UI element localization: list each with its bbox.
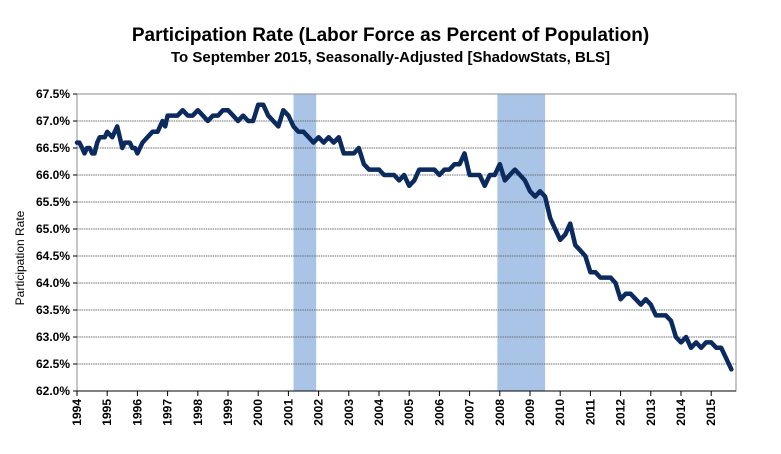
x-tick-label: 2008: [493, 399, 507, 426]
y-tick-label: 67.5%: [36, 87, 70, 101]
x-tick-label: 2011: [583, 399, 597, 425]
x-tick-label: 1999: [221, 399, 235, 426]
x-tick-label: 2015: [704, 399, 718, 426]
x-tick-label: 2010: [553, 399, 567, 426]
y-tick-label: 63.0%: [36, 330, 70, 344]
x-tick-label: 1994: [70, 399, 84, 426]
y-tick-label: 66.5%: [36, 141, 70, 155]
x-tick-label: 2003: [342, 399, 356, 426]
x-tick-label: 2009: [523, 399, 537, 426]
x-tick-label: 2005: [402, 399, 416, 426]
x-tick-label: 2002: [312, 399, 326, 426]
plot-frame: [76, 93, 737, 392]
x-tick-label: 1997: [161, 399, 175, 426]
x-tick-label: 2001: [281, 399, 295, 426]
x-tick-label: 2012: [614, 399, 628, 426]
recession-shading-group: [293, 94, 546, 391]
chart-subtitle: To September 2015, Seasonally-Adjusted […: [171, 49, 610, 66]
chart-title: Participation Rate (Labor Force as Perce…: [131, 25, 650, 46]
x-tick-label: 2007: [463, 399, 477, 426]
x-tick-label: 1998: [191, 399, 205, 426]
x-tick-label: 2000: [251, 399, 265, 426]
x-axis: 1994 1995 1996 1997 1998 1999 2000 2001 2002 2003…: [70, 390, 736, 426]
recession-band-2: [497, 94, 546, 391]
x-tick-label: 1995: [100, 399, 114, 426]
y-tick-label: 65.0%: [36, 222, 70, 236]
x-tick-label: 2013: [644, 399, 658, 426]
x-tick-label: 2006: [432, 399, 446, 426]
series-line-participation-rate: [74, 102, 734, 372]
y-tick-label: 64.5%: [36, 249, 70, 263]
y-tick-label: 62.0%: [36, 384, 70, 398]
x-tick-label: 1996: [130, 399, 144, 426]
y-tick-label: 64.0%: [36, 276, 70, 290]
x-tick-label: 2004: [372, 399, 386, 426]
y-axis: 62.0% 62.5% 63.0% 63.5% 64.0% 64.5% 65.0% 65.5%…: [36, 87, 77, 398]
y-tick-label: 62.5%: [36, 357, 70, 371]
y-tick-label: 67.0%: [36, 114, 70, 128]
x-tick-label: 2014: [674, 399, 688, 426]
y-axis-label: Participation Rate: [13, 210, 27, 305]
y-tick-label: 65.5%: [36, 195, 70, 209]
y-tick-label: 66.0%: [36, 168, 70, 182]
recession-band-1: [293, 94, 317, 391]
gridlines: [77, 93, 736, 392]
y-tick-label: 63.5%: [36, 303, 70, 317]
